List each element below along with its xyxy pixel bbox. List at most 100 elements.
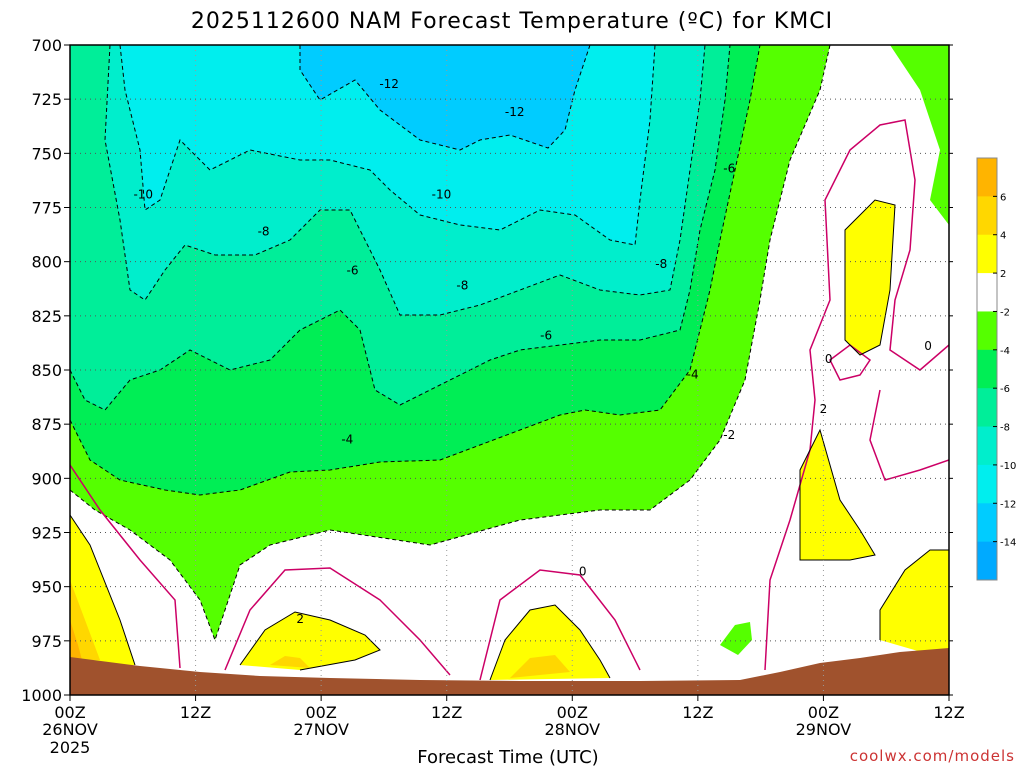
colorbar-swatch bbox=[977, 158, 997, 197]
colorbar-swatch bbox=[977, 426, 997, 466]
contour-label: 2 bbox=[296, 612, 304, 626]
contour-label: -4 bbox=[341, 432, 353, 446]
contour-zero-2 bbox=[224, 567, 451, 676]
x-tick-label: 12Z bbox=[933, 703, 964, 722]
contour-label: 0 bbox=[924, 339, 932, 353]
contour-label: -12 bbox=[505, 105, 525, 119]
contour-minus12 bbox=[299, 45, 591, 151]
colorbar-label: 6 bbox=[1000, 192, 1006, 203]
y-tick-label: 800 bbox=[31, 253, 62, 272]
contour-minus10 bbox=[119, 45, 656, 246]
contour-label: 0 bbox=[825, 352, 833, 366]
x-tick-label: 12Z bbox=[180, 703, 211, 722]
grid bbox=[70, 45, 949, 695]
fill-plus2-r3 bbox=[880, 550, 949, 660]
contour-zero-1 bbox=[70, 464, 181, 669]
contour-label: -8 bbox=[456, 279, 468, 293]
y-tick-label: 975 bbox=[31, 632, 62, 651]
credit-text: coolwx.com/models bbox=[850, 747, 1015, 765]
colorbar-label: 2 bbox=[1000, 269, 1006, 280]
contour-label: 2 bbox=[820, 402, 828, 416]
colorbar-swatch bbox=[977, 349, 997, 389]
colorbar-label: -6 bbox=[1000, 384, 1010, 395]
contour-label: -6 bbox=[347, 263, 359, 277]
x-tick-year: 2025 bbox=[50, 738, 91, 757]
colorbar-label: -10 bbox=[1000, 461, 1016, 472]
contour-label: -8 bbox=[655, 257, 667, 271]
contour-label: -10 bbox=[133, 188, 153, 202]
x-tick-date: 29NOV bbox=[796, 720, 852, 739]
x-tick-label: 00Z bbox=[54, 703, 85, 722]
y-tick-label: 775 bbox=[31, 199, 62, 218]
colorbar-label: -4 bbox=[1000, 346, 1010, 357]
fill-plus4-left bbox=[70, 580, 100, 660]
y-axis: 700 725 750 775 800 825 850 875 900 925 950 975 1000 bbox=[21, 36, 953, 705]
colorbar-label: -14 bbox=[1000, 538, 1016, 549]
contour-label: -4 bbox=[687, 367, 699, 381]
colorbar-label: 4 bbox=[1000, 231, 1006, 242]
y-tick-label: 825 bbox=[31, 307, 62, 326]
contour-zero-4 bbox=[764, 119, 949, 671]
colorbar-swatch bbox=[977, 196, 997, 236]
y-tick-label: 1000 bbox=[21, 686, 62, 705]
contour-plus2-r3 bbox=[879, 549, 949, 640]
contour-plus2-c2 bbox=[489, 604, 611, 681]
x-tick-date: 28NOV bbox=[544, 720, 600, 739]
contour-labels: -12 -12 -10 -10 -8 -8 -8 -6 -6 -6 -4 -4 -2 0 0 0 2 2 bbox=[133, 77, 932, 626]
y-tick-label: 750 bbox=[31, 144, 62, 163]
x-tick-label: 00Z bbox=[305, 703, 336, 722]
contour-plus4-left bbox=[70, 514, 136, 666]
y-tick-label: 925 bbox=[31, 524, 62, 543]
contour-plus2-c1 bbox=[239, 611, 381, 671]
colorbar-label: -8 bbox=[1000, 423, 1010, 434]
y-tick-label: 850 bbox=[31, 361, 62, 380]
x-tick-label: 00Z bbox=[808, 703, 839, 722]
contour-label: -8 bbox=[258, 224, 270, 238]
x-tick-label: 12Z bbox=[682, 703, 713, 722]
y-tick-label: 950 bbox=[31, 578, 62, 597]
colorbar-swatch bbox=[977, 503, 997, 543]
x-axis-label: Forecast Time (UTC) bbox=[417, 747, 598, 768]
contour-zero-5 bbox=[869, 389, 949, 481]
colorbar-label: -12 bbox=[1000, 499, 1016, 510]
contour-lines-positive bbox=[70, 199, 949, 681]
y-tick-label: 875 bbox=[31, 415, 62, 434]
contour-lines-zero bbox=[70, 119, 949, 681]
y-tick-label: 700 bbox=[31, 36, 62, 55]
contour-minus8 bbox=[104, 45, 706, 316]
contour-label: -10 bbox=[432, 188, 452, 202]
fill-plus6-left bbox=[70, 620, 82, 660]
fill-plus2-c2 bbox=[490, 605, 610, 680]
ground bbox=[70, 648, 949, 695]
colorbar-label: -2 bbox=[1000, 307, 1010, 318]
fill-plus2-small bbox=[720, 622, 752, 655]
contour-fills bbox=[70, 45, 949, 695]
contour-label: -12 bbox=[379, 77, 399, 91]
fill-minus2-right bbox=[890, 45, 949, 225]
contour-minus2 bbox=[70, 45, 831, 642]
y-tick-label: 725 bbox=[31, 90, 62, 109]
contour-label: -6 bbox=[723, 162, 735, 176]
fill-plus2-r2 bbox=[845, 200, 895, 355]
fill-minus12 bbox=[300, 45, 590, 150]
chart-title: 2025112600 NAM Forecast Temperature (ºC)… bbox=[191, 9, 833, 34]
colorbar-swatch bbox=[977, 388, 997, 428]
contour-zero-6 bbox=[829, 344, 872, 381]
y-tick-label: 900 bbox=[31, 469, 62, 488]
fill-plus4-c1 bbox=[270, 656, 310, 668]
colorbar-swatch bbox=[977, 234, 997, 274]
x-tick-label: 00Z bbox=[557, 703, 588, 722]
contour-zero-3 bbox=[479, 569, 641, 681]
x-tick-date: 26NOV bbox=[42, 720, 98, 739]
fill-plus4-c2 bbox=[510, 655, 570, 678]
x-tick-date: 27NOV bbox=[293, 720, 349, 739]
fill-plus2-r1 bbox=[800, 430, 875, 560]
colorbar-swatch bbox=[977, 464, 997, 504]
contour-label: 0 bbox=[579, 565, 587, 579]
contour-minus4 bbox=[70, 45, 761, 496]
colorbar-swatch bbox=[977, 311, 997, 351]
contour-label: -2 bbox=[723, 428, 735, 442]
colorbar: 6 4 2 -2 -4 -6 -8 -10 -12 -14 bbox=[976, 157, 1016, 581]
